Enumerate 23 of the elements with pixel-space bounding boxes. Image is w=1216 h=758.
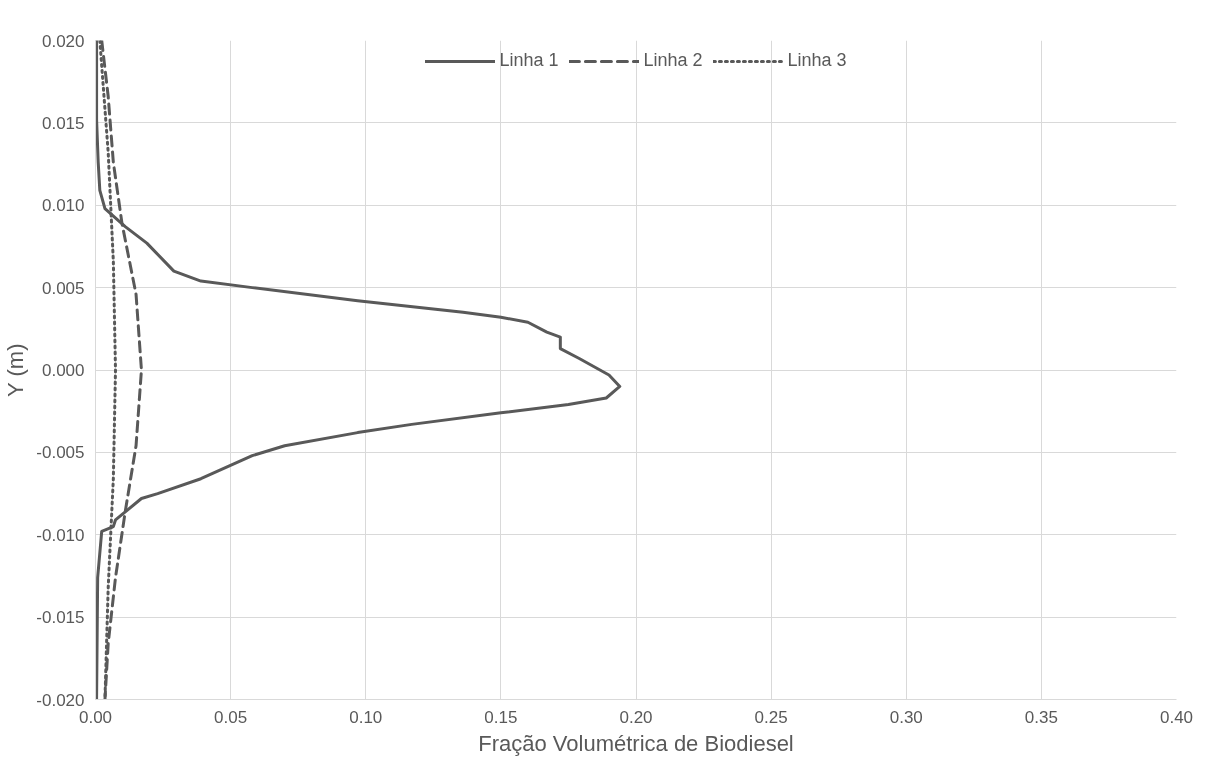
legend-label: Linha 2: [643, 50, 703, 71]
y-tick-label: 0.020: [41, 31, 85, 51]
y-tick-label: 0.010: [41, 196, 85, 216]
x-axis-title: Fração Volumétrica de Biodiesel: [478, 730, 794, 756]
y-tick-label: -0.005: [36, 443, 85, 463]
x-tick-label: 0.40: [1159, 707, 1194, 727]
y-tick-label: 0.005: [41, 278, 85, 298]
x-tick-label: 0.10: [349, 707, 383, 727]
y-tick-label: 0.000: [41, 361, 85, 380]
x-tick-label: 0.20: [619, 707, 653, 727]
y-tick-label: 0.015: [41, 113, 85, 133]
legend-label: Linha 3: [787, 50, 847, 71]
x-tick-label: 0.15: [484, 707, 518, 727]
legend-label: Linha 1: [499, 50, 559, 71]
x-tick-label: 0.00: [78, 707, 113, 727]
x-tick-label: 0.05: [214, 707, 248, 727]
y-tick-label: -0.020: [36, 690, 85, 710]
y-tick-label: -0.015: [36, 608, 85, 628]
y-tick-label: -0.010: [36, 525, 85, 545]
x-tick-label: 0.35: [1024, 707, 1058, 727]
x-tick-label: 0.25: [754, 707, 788, 727]
y-axis-title: Y (m): [3, 343, 29, 397]
x-tick-label: 0.30: [889, 707, 923, 727]
